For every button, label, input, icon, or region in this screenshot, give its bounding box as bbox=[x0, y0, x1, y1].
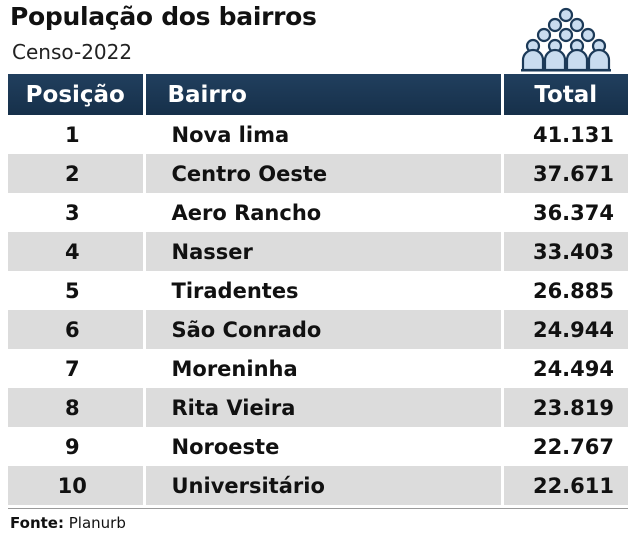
crowd-icon bbox=[521, 7, 611, 72]
row-position: 9 bbox=[8, 427, 146, 466]
row-neighborhood: Moreninha bbox=[144, 349, 504, 388]
chart-title: População dos bairros bbox=[10, 2, 317, 31]
row-total: 24.944 bbox=[502, 310, 628, 349]
source-note: Fonte: Planurb bbox=[10, 514, 126, 532]
row-position: 5 bbox=[8, 271, 146, 310]
row-neighborhood: Centro Oeste bbox=[144, 154, 504, 193]
row-position: 1 bbox=[8, 115, 146, 154]
row-neighborhood: Noroeste bbox=[144, 427, 504, 466]
row-total: 23.819 bbox=[502, 388, 628, 427]
row-total: 37.671 bbox=[502, 154, 628, 193]
row-total: 36.374 bbox=[502, 193, 628, 232]
column-header-bairro: Bairro bbox=[144, 74, 504, 115]
source-value: Planurb bbox=[68, 514, 126, 532]
row-position: 6 bbox=[8, 310, 146, 349]
row-neighborhood: Tiradentes bbox=[144, 271, 504, 310]
population-table: Posição Bairro Total 1 Nova lima 41.131 … bbox=[8, 74, 628, 505]
table-row: 9 Noroeste 22.767 bbox=[8, 427, 628, 466]
source-label: Fonte: bbox=[10, 514, 64, 532]
table-row: 1 Nova lima 41.131 bbox=[8, 115, 628, 154]
row-neighborhood: Aero Rancho bbox=[144, 193, 504, 232]
row-total: 33.403 bbox=[502, 232, 628, 271]
row-position: 4 bbox=[8, 232, 146, 271]
row-total: 24.494 bbox=[502, 349, 628, 388]
row-position: 8 bbox=[8, 388, 146, 427]
row-neighborhood: Universitário bbox=[144, 466, 504, 505]
row-position: 2 bbox=[8, 154, 146, 193]
table-row: 7 Moreninha 24.494 bbox=[8, 349, 628, 388]
row-position: 7 bbox=[8, 349, 146, 388]
row-total: 22.767 bbox=[502, 427, 628, 466]
row-neighborhood: Nova lima bbox=[144, 115, 504, 154]
row-neighborhood: São Conrado bbox=[144, 310, 504, 349]
table-row: 8 Rita Vieira 23.819 bbox=[8, 388, 628, 427]
table-row: 5 Tiradentes 26.885 bbox=[8, 271, 628, 310]
row-total: 41.131 bbox=[502, 115, 628, 154]
table-row: 3 Aero Rancho 36.374 bbox=[8, 193, 628, 232]
row-total: 22.611 bbox=[502, 466, 628, 505]
column-header-posicao: Posição bbox=[8, 74, 146, 115]
table-row: 2 Centro Oeste 37.671 bbox=[8, 154, 628, 193]
bottom-divider bbox=[8, 508, 628, 509]
table-row: 4 Nasser 33.403 bbox=[8, 232, 628, 271]
row-position: 10 bbox=[8, 466, 146, 505]
row-total: 26.885 bbox=[502, 271, 628, 310]
row-neighborhood: Rita Vieira bbox=[144, 388, 504, 427]
table-row: 6 São Conrado 24.944 bbox=[8, 310, 628, 349]
chart-subtitle: Censo-2022 bbox=[12, 40, 133, 64]
column-header-total: Total bbox=[502, 74, 628, 115]
row-neighborhood: Nasser bbox=[144, 232, 504, 271]
row-position: 3 bbox=[8, 193, 146, 232]
table-row: 10 Universitário 22.611 bbox=[8, 466, 628, 505]
table-header-row: Posição Bairro Total bbox=[8, 74, 628, 115]
